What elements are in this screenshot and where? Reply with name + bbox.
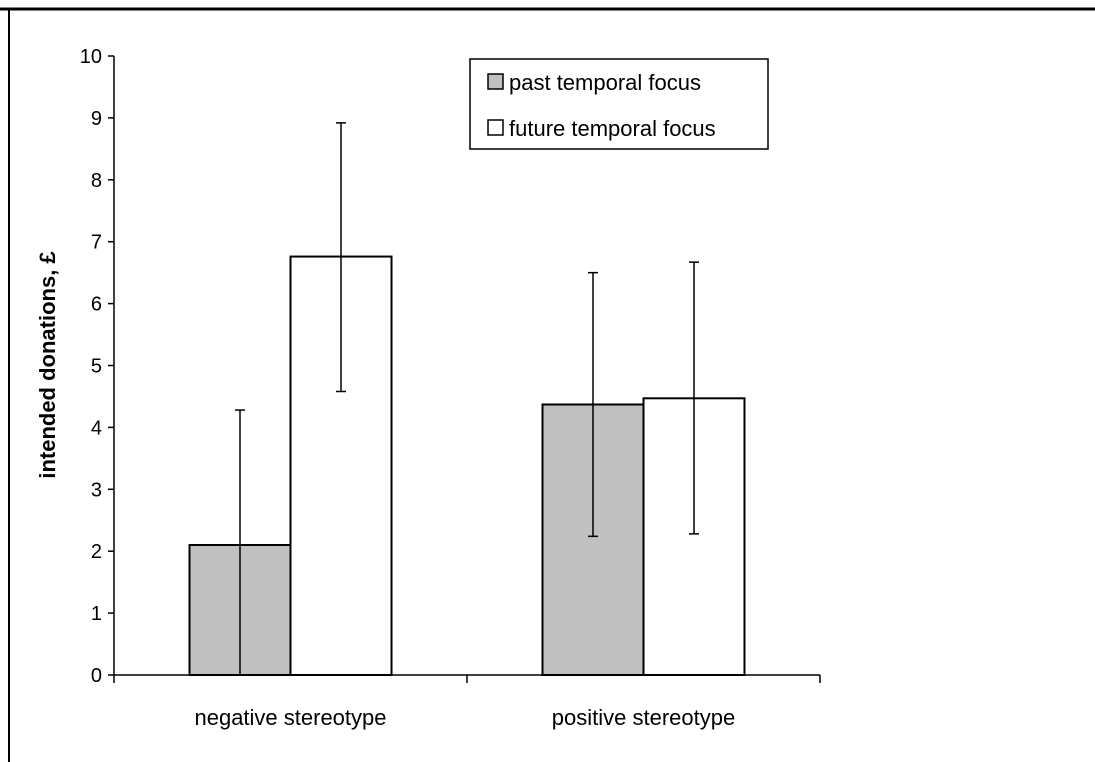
y-tick-label: 9 — [91, 108, 102, 130]
y-tick-label: 3 — [91, 479, 102, 501]
legend: past temporal focus future temporal focu… — [469, 58, 769, 150]
y-tick-label: 8 — [91, 170, 102, 192]
category-label: positive stereotype — [552, 705, 735, 730]
y-tick-label: 0 — [91, 665, 102, 687]
y-axis-ticks: 0 1 2 3 4 5 6 7 8 9 10 — [80, 46, 114, 687]
category-label: negative stereotype — [194, 705, 386, 730]
y-tick-label: 4 — [91, 417, 102, 439]
y-tick-label: 5 — [91, 356, 102, 378]
bar-series — [188, 255, 746, 677]
y-axis-title: intended donations, £ — [35, 251, 60, 479]
y-tick-label: 7 — [91, 232, 102, 254]
error-bars — [235, 122, 699, 676]
y-tick-label: 10 — [80, 46, 102, 68]
y-tick-label: 1 — [91, 603, 102, 625]
legend-swatch-future — [487, 119, 504, 136]
y-tick-label: 6 — [91, 294, 102, 316]
legend-label-past: past temporal focus — [509, 70, 701, 95]
legend-box — [469, 58, 769, 150]
legend-label-future: future temporal focus — [509, 116, 716, 141]
x-axis-ticks: negative stereotype positive stereotype — [113, 675, 821, 730]
y-tick-label: 2 — [91, 541, 102, 563]
legend-swatch-past — [487, 73, 504, 90]
